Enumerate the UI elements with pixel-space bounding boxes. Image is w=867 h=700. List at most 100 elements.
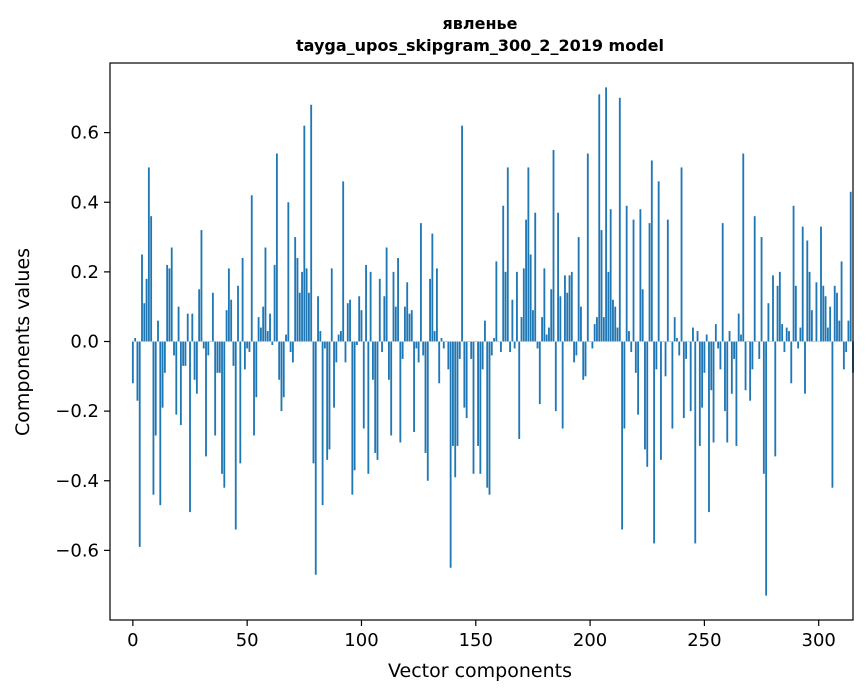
bar-70 [292,342,294,363]
y-axis-label: Components values [12,248,34,436]
bar-77 [308,293,310,342]
bar-222 [639,209,641,341]
bar-10 [155,342,157,436]
bar-68 [287,202,289,341]
bar-275 [761,237,763,341]
bar-54 [255,342,257,398]
bar-177 [537,342,539,349]
bar-111 [386,248,388,342]
bar-105 [372,342,374,380]
bar-6 [146,279,148,342]
bar-52 [251,195,253,341]
bar-226 [649,223,651,341]
bar-212 [617,328,619,342]
bar-40 [223,342,225,488]
bar-20 [178,307,180,342]
bar-93 [345,342,347,363]
bar-220 [635,342,637,373]
bar-9 [153,342,155,495]
bar-255 [715,324,717,341]
bar-234 [667,220,669,342]
bar-96 [351,342,353,495]
bar-170 [521,317,523,341]
bar-17 [171,248,173,342]
bar-248 [699,342,701,446]
bar-204 [598,94,600,341]
bar-129 [427,342,429,481]
bar-146 [466,342,468,419]
bar-280 [772,275,774,341]
bar-118 [402,342,404,359]
bar-208 [607,272,609,342]
bar-136 [443,342,445,349]
bar-313 [848,321,850,342]
bar-43 [230,300,232,342]
bar-53 [253,342,255,436]
bar-72 [297,258,299,342]
bar-131 [431,234,433,342]
bar-30 [201,230,203,341]
bar-211 [614,307,616,342]
bar-11 [157,321,159,342]
bar-165 [509,342,511,352]
bar-173 [527,167,529,341]
bar-174 [530,254,532,341]
bar-22 [182,342,184,366]
bar-247 [697,331,699,341]
bar-98 [356,342,358,345]
bar-91 [340,331,342,341]
bar-256 [717,342,719,349]
bar-210 [612,300,614,342]
bar-189 [564,275,566,341]
bar-207 [605,87,607,341]
bar-108 [379,279,381,342]
bar-29 [198,289,200,341]
bar-74 [301,272,303,342]
bar-117 [399,342,401,443]
bar-89 [335,342,337,363]
bar-291 [797,342,799,349]
bar-227 [651,160,653,341]
bar-1 [134,338,136,341]
bar-133 [436,268,438,341]
bar-39 [221,342,223,474]
bar-219 [633,220,635,342]
bar-186 [557,213,559,342]
bar-33 [207,342,209,356]
bar-78 [310,105,312,342]
bar-166 [511,300,513,342]
bar-214 [621,342,623,530]
bar-274 [758,342,760,359]
bar-122 [411,310,413,341]
bar-287 [788,331,790,341]
bar-306 [832,342,834,488]
bar-206 [603,317,605,341]
bar-199 [587,154,589,342]
bar-242 [685,342,687,359]
bar-16 [169,268,171,341]
bar-215 [623,342,625,429]
bar-297 [811,310,813,341]
y-tick-label: −0.4 [55,471,99,492]
bar-209 [610,209,612,341]
bar-119 [404,307,406,342]
bar-104 [370,272,372,342]
chart-title: явленье [443,14,518,33]
bar-278 [767,303,769,341]
bar-127 [422,342,424,356]
bar-24 [187,314,189,342]
bar-169 [518,342,520,439]
bar-302 [822,286,824,342]
y-tick-label: −0.6 [55,540,99,561]
bar-14 [164,342,166,373]
bar-304 [827,328,829,342]
bar-172 [525,220,527,342]
bar-233 [665,342,667,377]
bar-310 [841,261,843,341]
bar-35 [212,293,214,342]
bar-series [132,87,854,595]
bar-114 [393,272,395,342]
bar-126 [420,223,422,341]
bar-135 [441,338,443,341]
